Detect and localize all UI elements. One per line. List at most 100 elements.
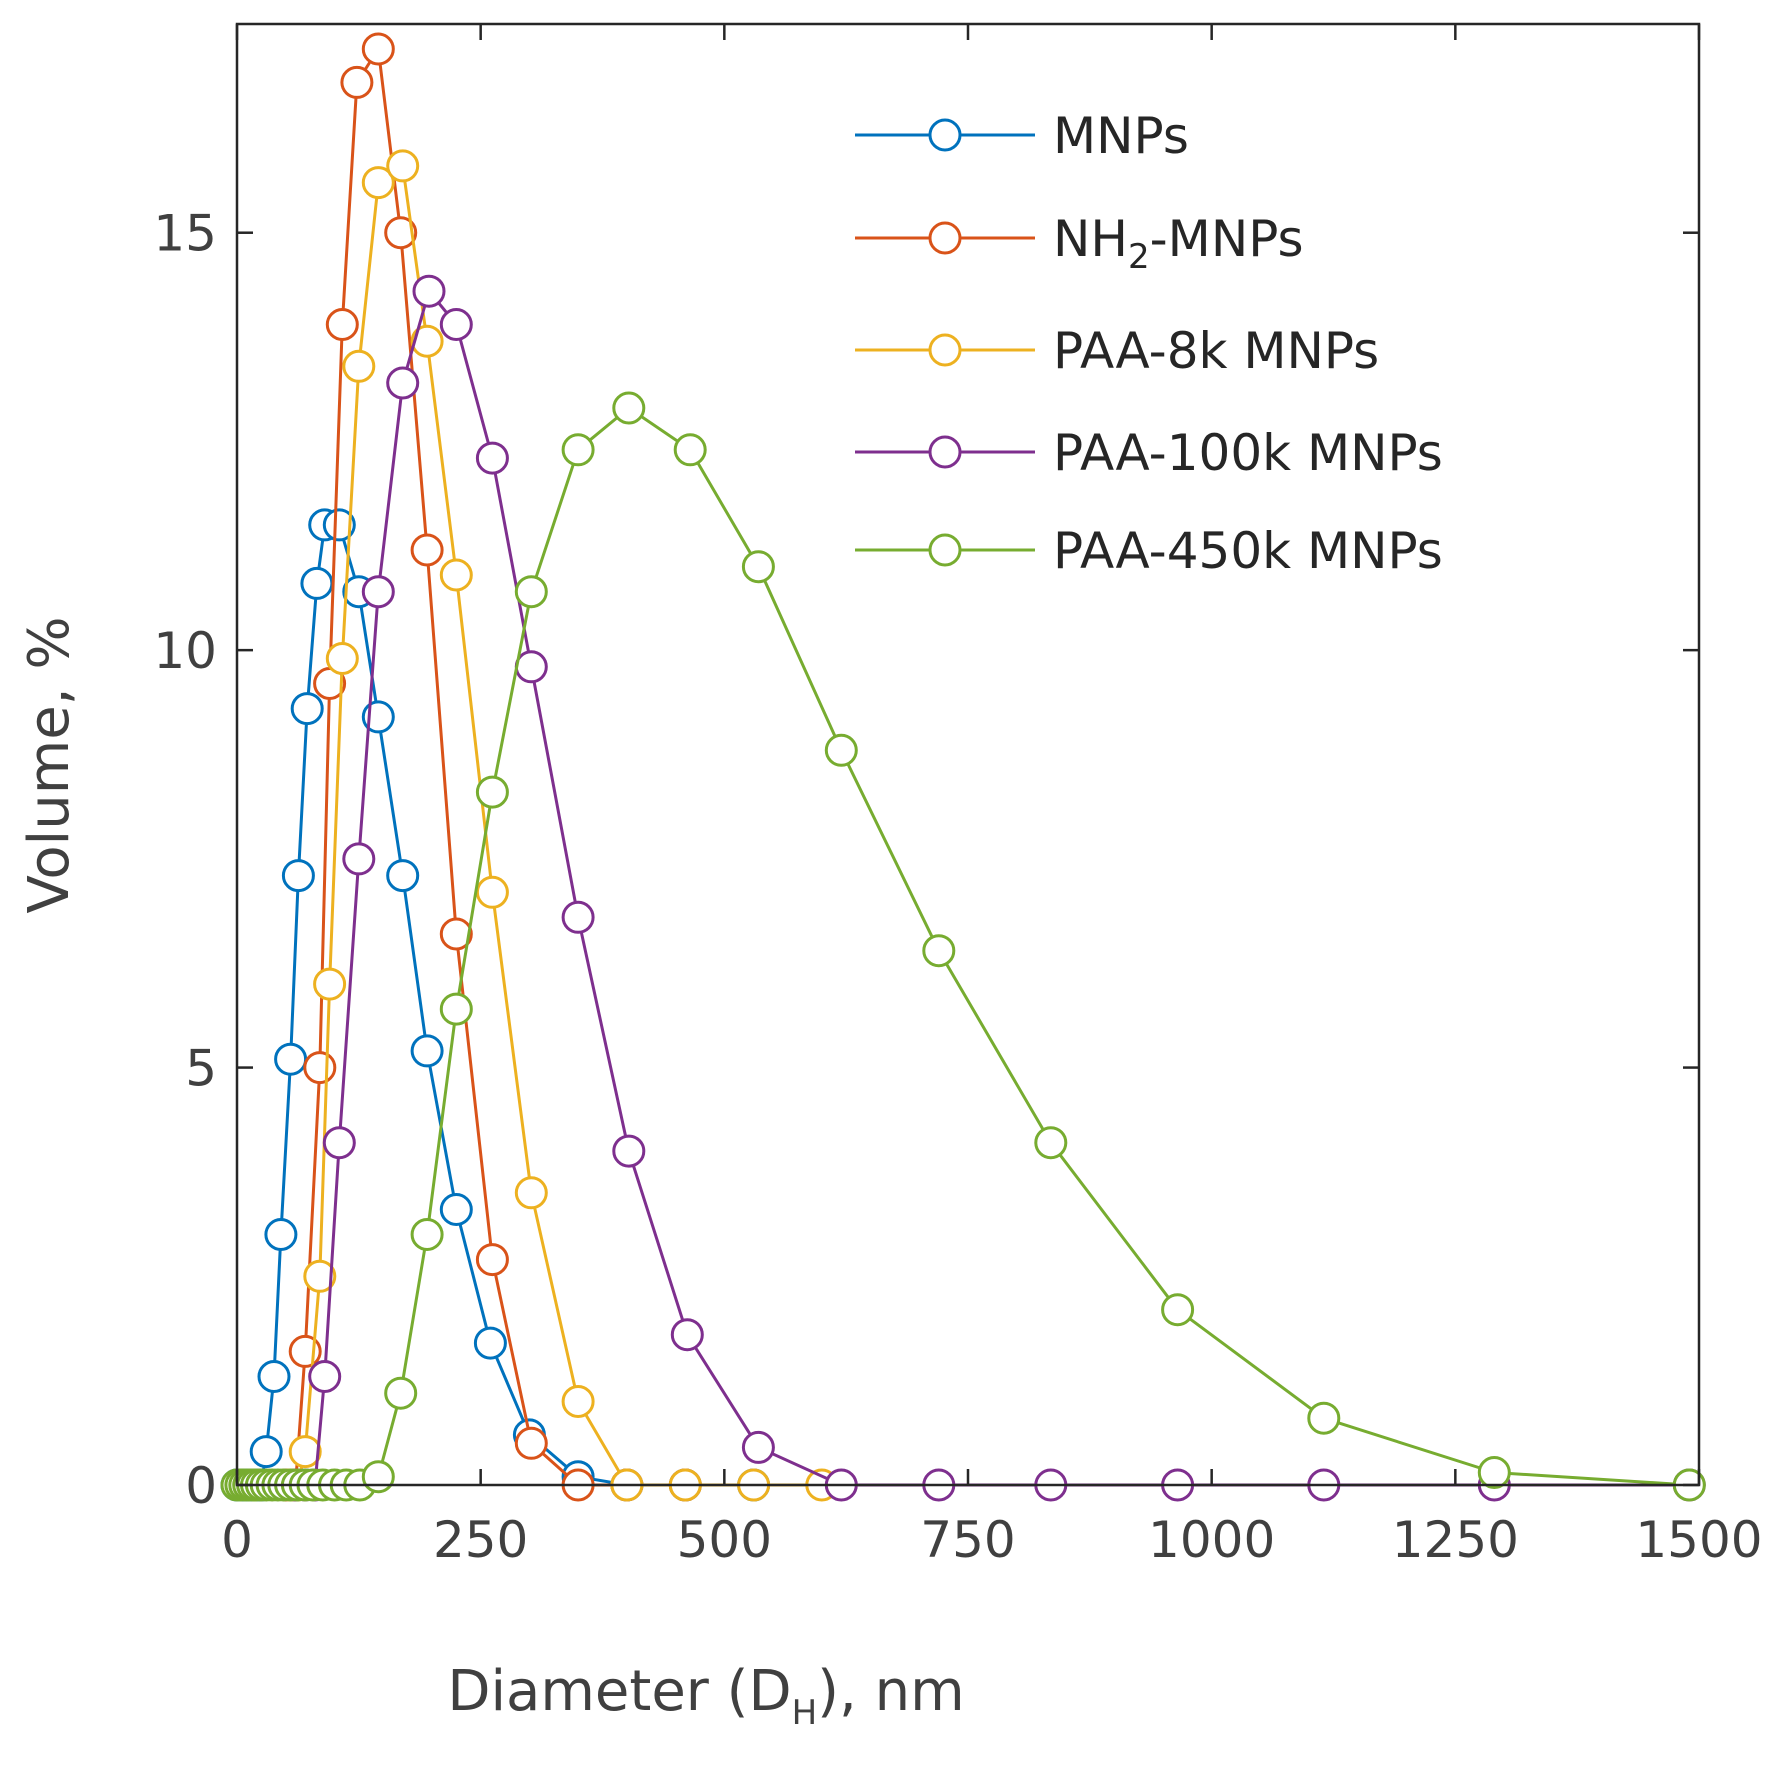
data-point xyxy=(410,1218,444,1251)
data-point xyxy=(514,650,548,684)
legend-label: PAA-100k MNPs xyxy=(1053,424,1443,482)
data-point xyxy=(257,1360,291,1393)
data-point xyxy=(439,992,473,1026)
data-point xyxy=(514,1426,548,1460)
data-point xyxy=(439,558,473,592)
legend-marker xyxy=(928,221,962,255)
data-point xyxy=(281,859,315,893)
legend-label-main: MNPs xyxy=(1053,107,1189,165)
data-point xyxy=(325,308,359,341)
data-point xyxy=(473,1326,507,1360)
data-point xyxy=(342,842,376,876)
data-point xyxy=(410,1034,444,1068)
x-tick-label: 1500 xyxy=(1635,1511,1762,1569)
legend-marker xyxy=(928,533,962,567)
data-point xyxy=(741,550,775,584)
data-point xyxy=(670,1318,704,1352)
legend-marker xyxy=(928,333,962,367)
x-tick-label: 0 xyxy=(221,1511,253,1569)
x-axis-title: Diameter (DH), nm xyxy=(447,1659,964,1733)
data-point xyxy=(475,875,509,909)
legend-label: MNPs xyxy=(1053,107,1189,165)
data-point xyxy=(303,1051,337,1085)
data-point xyxy=(290,692,324,726)
data-point xyxy=(439,1193,473,1226)
series-line xyxy=(285,47,686,1487)
data-point xyxy=(340,65,374,99)
data-point xyxy=(322,508,356,542)
data-point xyxy=(612,391,646,425)
legend-marker xyxy=(928,435,962,469)
data-point xyxy=(361,1460,395,1494)
y-tick-label: 0 xyxy=(185,1457,217,1515)
data-point xyxy=(475,441,509,475)
x-tick-label: 750 xyxy=(920,1511,1015,1569)
data-point xyxy=(342,349,376,383)
legend-entry: NH2-MNPs xyxy=(855,210,1304,277)
data-point xyxy=(386,149,420,183)
tick-layer: 0 250 500 750 1000 1250 1500 0 5 10 15 xyxy=(153,24,1763,1569)
data-point xyxy=(384,1376,418,1410)
legend-entry: PAA-8k MNPs xyxy=(855,322,1379,380)
data-point xyxy=(475,775,509,809)
x-axis-title-tail: ), nm xyxy=(817,1659,965,1724)
data-point xyxy=(264,1218,298,1251)
x-axis-title-sub: H xyxy=(792,1693,818,1733)
data-point xyxy=(313,967,347,1001)
y-tick-label: 10 xyxy=(153,622,217,680)
data-point xyxy=(1307,1401,1341,1435)
x-tick-label: 250 xyxy=(433,1511,528,1569)
data-point xyxy=(1477,1456,1511,1489)
legend-label-main: PAA-8k MNPs xyxy=(1053,322,1379,380)
data-point xyxy=(561,900,595,934)
legend: MNPs NH2-MNPs PAA-8k MNPs PAA-100k MNPs PAA-… xyxy=(855,107,1443,580)
x-tick-label: 500 xyxy=(677,1511,772,1569)
legend-label: PAA-450k MNPs xyxy=(1053,522,1443,580)
legend-label: PAA-8k MNPs xyxy=(1053,322,1379,380)
legend-label-sub: 2 xyxy=(1128,237,1150,277)
data-point xyxy=(361,32,395,66)
data-point xyxy=(300,566,334,600)
data-point xyxy=(361,166,395,200)
x-tick-label: 1250 xyxy=(1392,1511,1519,1569)
data-point xyxy=(824,733,858,767)
data-point xyxy=(249,1435,283,1469)
data-point xyxy=(303,1259,337,1293)
legend-label: NH2-MNPs xyxy=(1053,210,1304,277)
legend-label-tail: -MNPs xyxy=(1150,210,1304,268)
data-point xyxy=(412,274,446,308)
data-point xyxy=(922,934,956,968)
data-point xyxy=(439,308,473,341)
data-point xyxy=(1034,1126,1068,1160)
data-point xyxy=(288,1435,322,1469)
data-point xyxy=(322,1126,356,1160)
data-point xyxy=(561,1385,595,1418)
data-point xyxy=(475,1243,509,1277)
data-point xyxy=(612,1134,646,1168)
data-point xyxy=(325,642,359,675)
data-point xyxy=(274,1042,308,1076)
legend-entry: PAA-100k MNPs xyxy=(855,424,1443,482)
y-tick-label: 15 xyxy=(153,205,217,263)
x-tick-label: 1000 xyxy=(1148,1511,1275,1569)
legend-label-main: NH xyxy=(1053,210,1128,268)
legend-marker xyxy=(928,118,962,152)
data-point xyxy=(410,533,444,567)
legend-label-main: PAA-100k MNPs xyxy=(1053,424,1443,482)
y-tick-label: 5 xyxy=(185,1040,217,1098)
data-point xyxy=(741,1430,775,1464)
legend-label-main: PAA-450k MNPs xyxy=(1053,522,1443,580)
data-point xyxy=(439,917,473,951)
data-point xyxy=(384,216,418,250)
legend-entry: PAA-450k MNPs xyxy=(855,522,1443,580)
data-point xyxy=(308,1360,342,1393)
data-point xyxy=(1161,1293,1195,1327)
data-point xyxy=(561,433,595,467)
data-point xyxy=(361,575,395,609)
data-point xyxy=(514,1176,548,1210)
data-point xyxy=(673,433,707,467)
y-axis-title: Volume, % xyxy=(17,616,82,913)
x-axis-title-main: Diameter (D xyxy=(447,1659,791,1724)
